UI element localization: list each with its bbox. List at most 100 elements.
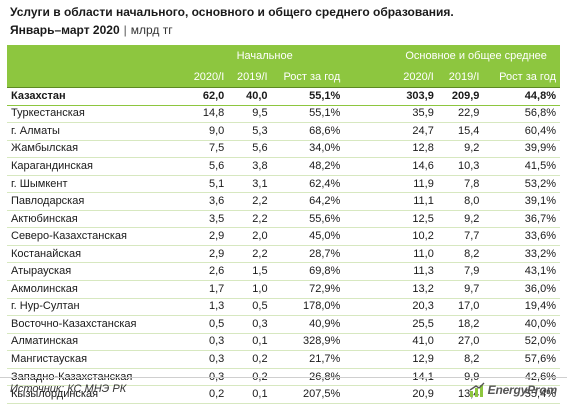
cell-value: 11,9 <box>392 175 438 194</box>
cell-value: 2,9 <box>185 245 229 264</box>
cell-value: 48,2% <box>271 157 345 176</box>
page-title: Услуги в области начального, основного и… <box>10 5 454 19</box>
cell-value: 8,0 <box>437 192 484 211</box>
cell-value: 8,2 <box>437 350 484 369</box>
cell-value: 178,0% <box>271 298 345 317</box>
table-row: г. Шымкент 5,1 3,1 62,4% 11,9 7,8 53,2% <box>7 175 560 194</box>
total-row: Казахстан 62,0 40,0 55,1% 303,9 209,9 44… <box>7 87 560 106</box>
cell-value: 15,4 <box>437 122 484 141</box>
region-name: Восточно-Казахстанская <box>7 315 185 334</box>
name-column-header <box>7 45 185 67</box>
cell-value: 0,2 <box>228 350 272 369</box>
unit-label: млрд тг <box>130 23 173 37</box>
cell-value: 11,3 <box>392 262 438 282</box>
region-name: Мангистауская <box>7 350 185 369</box>
column-header: 2019/I <box>437 67 484 88</box>
group-header-row: Начальное Основное и общее среднее <box>7 45 560 67</box>
period-label: Январь–март 2020 <box>10 23 120 37</box>
region-name: Туркестанская <box>7 105 185 124</box>
cell-value: 2,0 <box>228 227 272 246</box>
region-name: Акмолинская <box>7 280 185 299</box>
column-header: Рост за год <box>271 67 345 88</box>
cell-value: 33,2% <box>483 245 560 264</box>
separator: | <box>123 23 127 37</box>
cell-value: 1,7 <box>185 280 229 299</box>
cell-value: 25,5 <box>392 315 438 334</box>
cell-value: 41,0 <box>392 333 438 352</box>
cell-value: 41,5% <box>483 157 560 176</box>
column-spacer <box>344 298 393 317</box>
cell-value: 9,2 <box>437 140 484 159</box>
column-header: 2020/I <box>392 67 438 88</box>
cell-value: 10,2 <box>392 227 438 246</box>
column-spacer <box>344 122 393 141</box>
cell-value: 0,3 <box>185 350 229 369</box>
cell-value: 13,2 <box>392 280 438 299</box>
cell-value: 0,3 <box>228 315 272 334</box>
cell-value: 35,9 <box>392 105 438 124</box>
cell-value: 33,6% <box>483 227 560 246</box>
cell-value: 39,9% <box>483 140 560 159</box>
cell-value: 34,0% <box>271 140 345 159</box>
cell-value: 57,6% <box>483 350 560 369</box>
cell-value: 40,0 <box>228 87 272 106</box>
table-row: Алматинская 0,3 0,1 328,9% 41,0 27,0 52,0% <box>7 333 560 352</box>
cell-value: 43,1% <box>483 262 560 282</box>
cell-value: 40,0% <box>483 315 560 334</box>
cell-value: 24,7 <box>392 122 438 141</box>
cell-value: 209,9 <box>437 87 484 106</box>
region-name: Карагандинская <box>7 157 185 176</box>
region-name: Казахстан <box>7 87 185 106</box>
logo-text: EnergyProm <box>487 383 558 397</box>
cell-value: 18,2 <box>437 315 484 334</box>
table-row: Карагандинская 5,6 3,8 48,2% 14,6 10,3 41,5% <box>7 157 560 176</box>
cell-value: 9,2 <box>437 210 484 229</box>
cell-value: 64,2% <box>271 192 345 211</box>
column-spacer <box>344 67 393 88</box>
cell-value: 17,0 <box>437 298 484 317</box>
column-spacer <box>344 227 393 246</box>
cell-value: 62,0 <box>185 87 229 106</box>
column-spacer <box>344 45 393 67</box>
cell-value: 68,6% <box>271 122 345 141</box>
column-spacer <box>344 192 393 211</box>
cell-value: 2,2 <box>228 245 272 264</box>
column-header: Рост за год <box>483 67 560 88</box>
column-spacer <box>344 262 393 282</box>
region-name: Кызылординская <box>7 385 185 404</box>
cell-value: 55,6% <box>271 210 345 229</box>
region-name: г. Алматы <box>7 122 185 141</box>
cell-value: 27,0 <box>437 333 484 352</box>
cell-value: 72,9% <box>271 280 345 299</box>
cell-value: 1,3 <box>185 298 229 317</box>
cell-value: 3,8 <box>228 157 272 176</box>
table-row: Акмолинская 1,7 1,0 72,9% 13,2 9,7 36,0% <box>7 280 560 299</box>
cell-value: 0,5 <box>228 298 272 317</box>
cell-value: 53,2% <box>483 175 560 194</box>
cell-value: 8,2 <box>437 245 484 264</box>
cell-value: 10,3 <box>437 157 484 176</box>
table-row: Туркестанская 14,8 9,5 55,1% 35,9 22,9 56,8% <box>7 105 560 124</box>
cell-value: 2,2 <box>228 210 272 229</box>
region-name: Костанайская <box>7 245 185 264</box>
cell-value: 5,1 <box>185 175 229 194</box>
cell-value: 0,1 <box>228 385 272 404</box>
group-header-primary: Начальное <box>185 45 345 67</box>
cell-value: 22,9 <box>437 105 484 124</box>
region-name: Алматинская <box>7 333 185 352</box>
table-row: Атырауская 2,6 1,5 69,8% 11,3 7,9 43,1% <box>7 262 560 282</box>
cell-value: 7,7 <box>437 227 484 246</box>
table-row: Жамбылская 7,5 5,6 34,0% 12,8 9,2 39,9% <box>7 140 560 159</box>
table-body: Казахстан 62,0 40,0 55,1% 303,9 209,9 44… <box>7 87 560 404</box>
cell-value: 20,3 <box>392 298 438 317</box>
cell-value: 40,9% <box>271 315 345 334</box>
cell-value: 303,9 <box>392 87 438 106</box>
region-name: Северо-Казахстанская <box>7 227 185 246</box>
cell-value: 12,5 <box>392 210 438 229</box>
footer: Источник: КС МНЭ РК EnergyProm <box>0 377 567 403</box>
cell-value: 1,5 <box>228 262 272 282</box>
source-note: Источник: КС МНЭ РК <box>10 383 127 395</box>
cell-value: 55,1% <box>271 87 345 106</box>
cell-value: 69,8% <box>271 262 345 282</box>
